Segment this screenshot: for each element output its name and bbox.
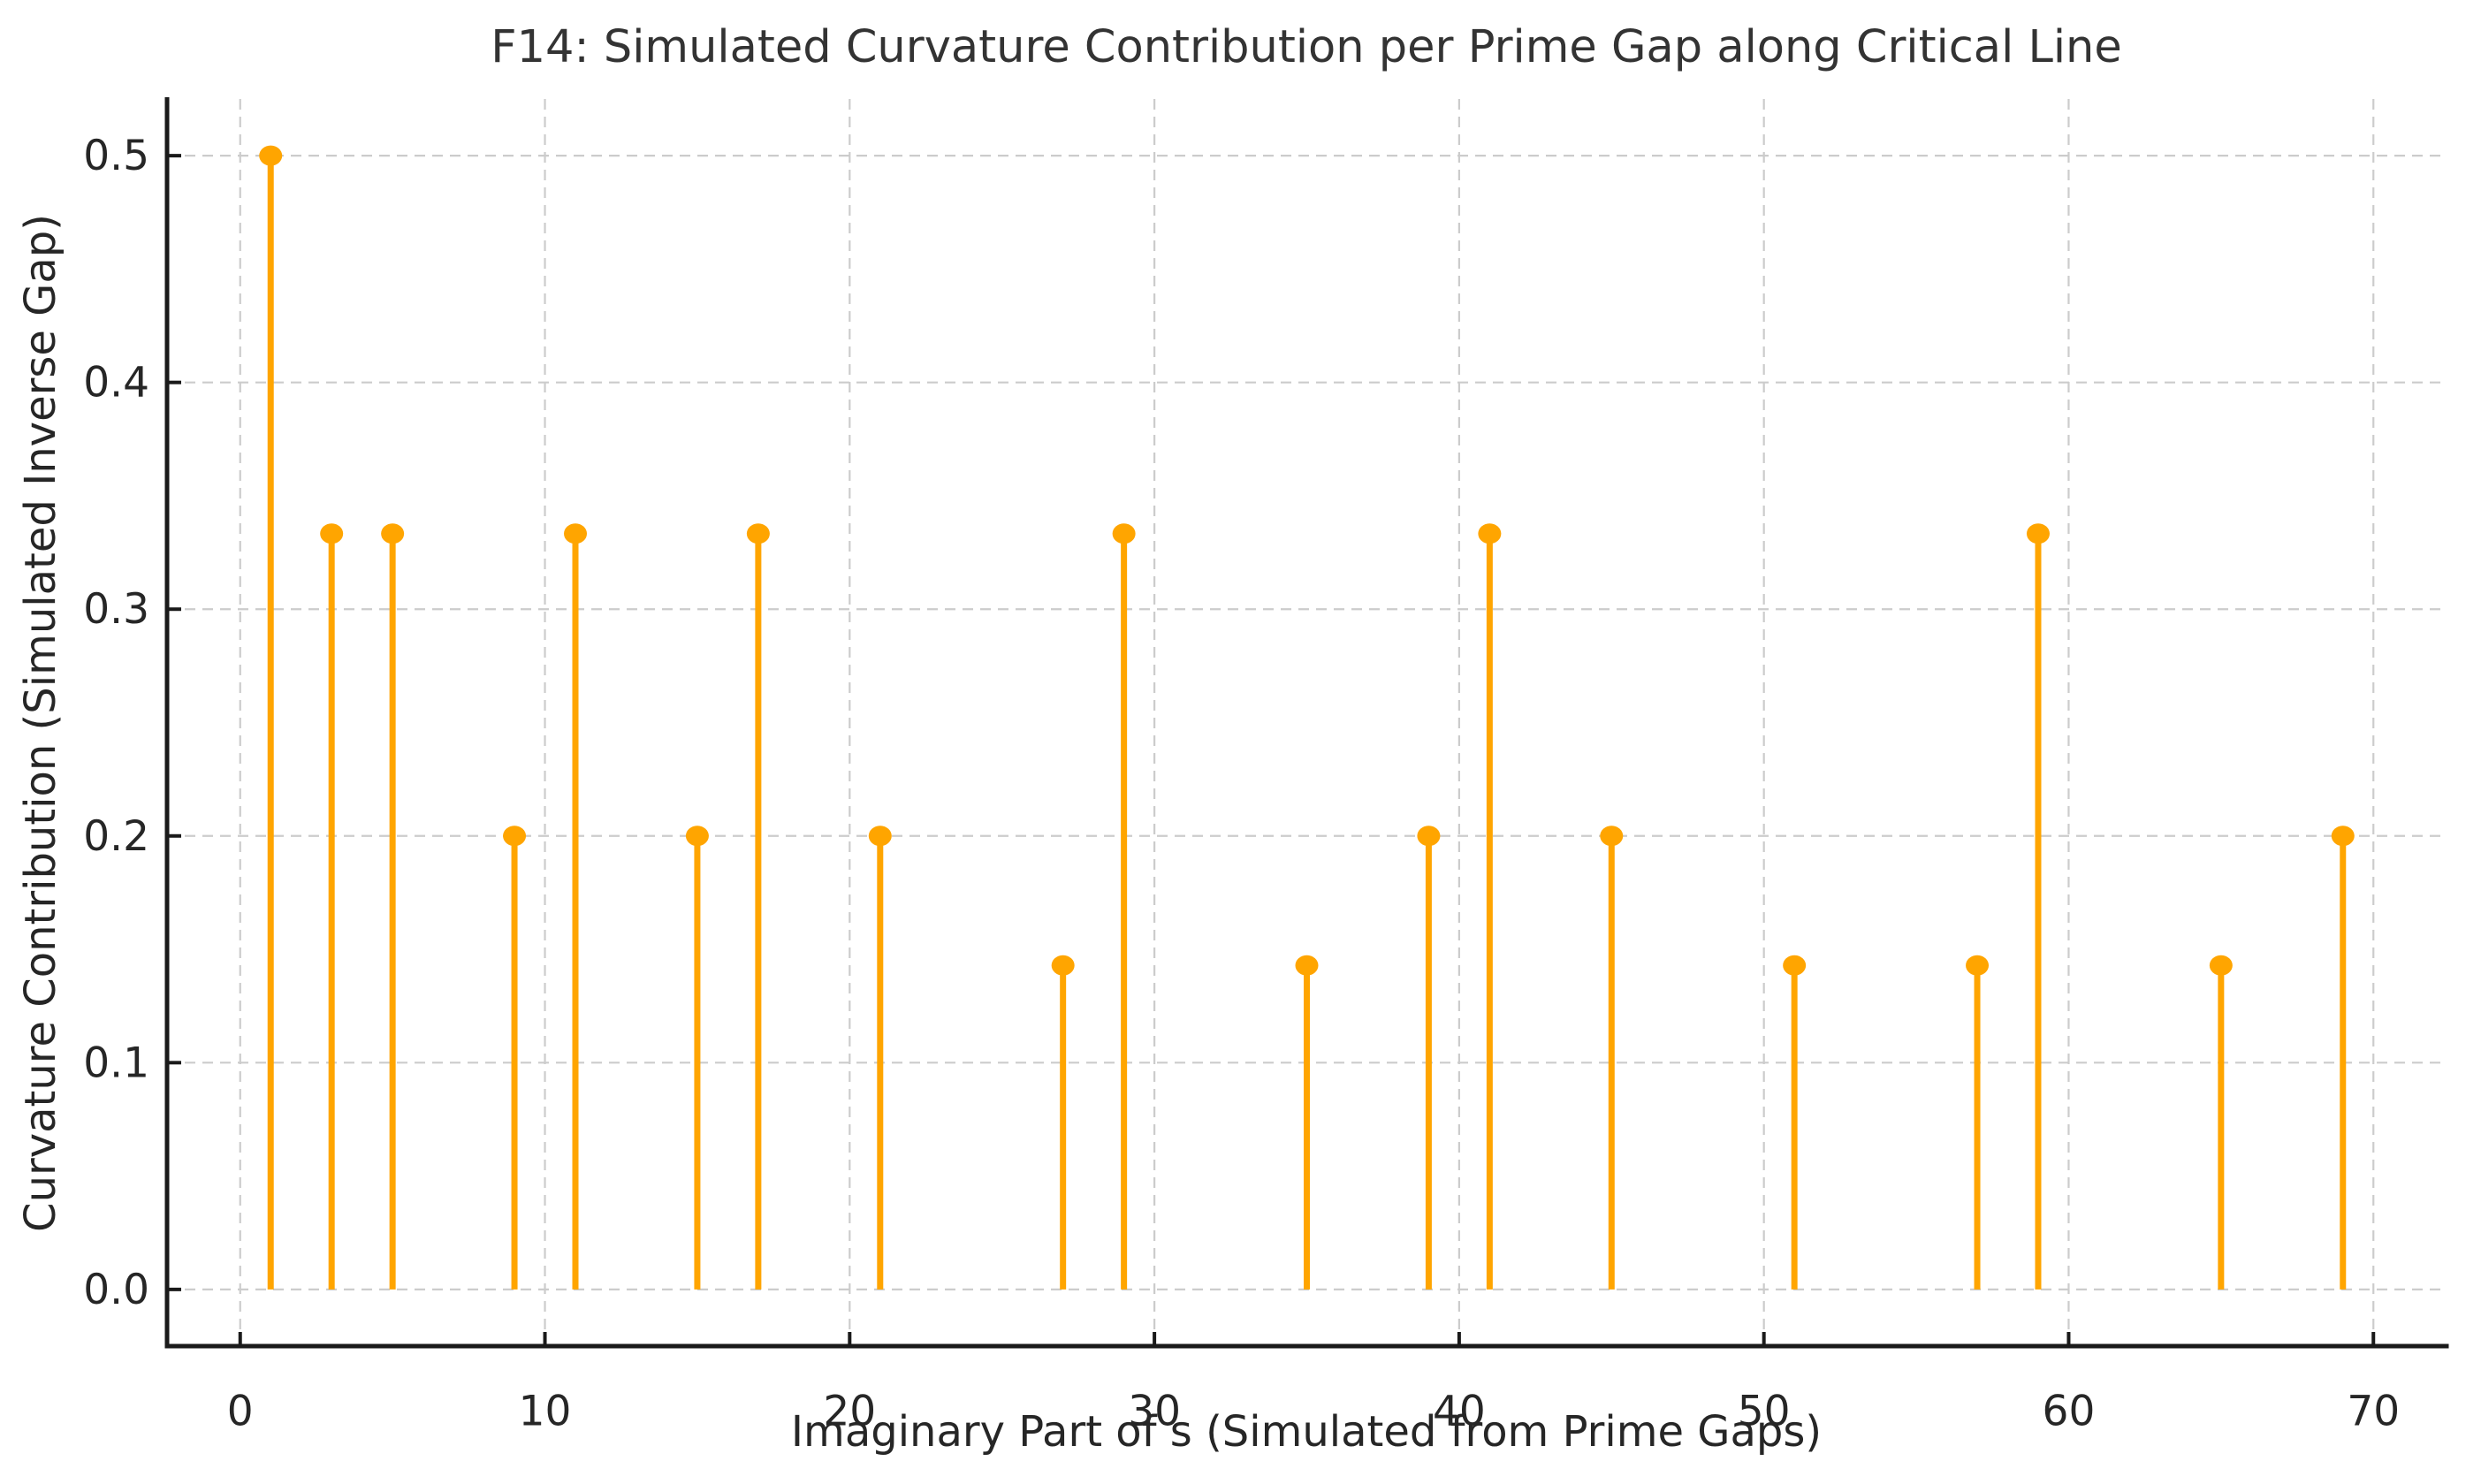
stem-marker [259,145,283,166]
y-tick-label: 0.2 [83,812,149,861]
x-axis-label: Imaginary Part of s (Simulated from Prim… [790,1407,1823,1457]
y-tick-label: 0.0 [83,1266,149,1314]
x-tick-label: 60 [2043,1387,2096,1435]
stem-marker [564,523,588,544]
y-axis-label: Curvature Contribution (Simulated Invers… [16,214,65,1232]
y-tick-label: 0.3 [83,585,149,634]
stem-marker [2209,955,2233,976]
stem-marker [1051,955,1075,976]
stem-marker [2331,826,2355,847]
stem-marker [1600,826,1624,847]
stem-marker [746,523,770,544]
x-tick-label: 20 [823,1387,876,1435]
y-tick-label: 0.5 [83,132,149,180]
stem-marker [320,523,344,544]
x-tick-label: 50 [1738,1387,1791,1435]
x-tick-label: 70 [2347,1387,2400,1435]
stem-marker [2026,523,2050,544]
y-tick-label: 0.4 [83,359,149,407]
stem-marker [1783,955,1807,976]
x-tick-label: 30 [1128,1387,1181,1435]
stem-marker [381,523,405,544]
stem-marker [1112,523,1136,544]
x-tick-label: 0 [227,1387,254,1435]
stem-marker [503,826,527,847]
stem-marker [685,826,709,847]
chart-title: F14: Simulated Curvature Contribution pe… [491,21,2122,73]
y-tick-label: 0.1 [83,1039,149,1087]
x-tick-label: 40 [1433,1387,1486,1435]
x-tick-label: 10 [519,1387,572,1435]
stem-marker [1478,523,1502,544]
stem-marker [1417,826,1441,847]
stem-marker [868,826,892,847]
stem-marker [1295,955,1319,976]
stem-marker [1966,955,1990,976]
